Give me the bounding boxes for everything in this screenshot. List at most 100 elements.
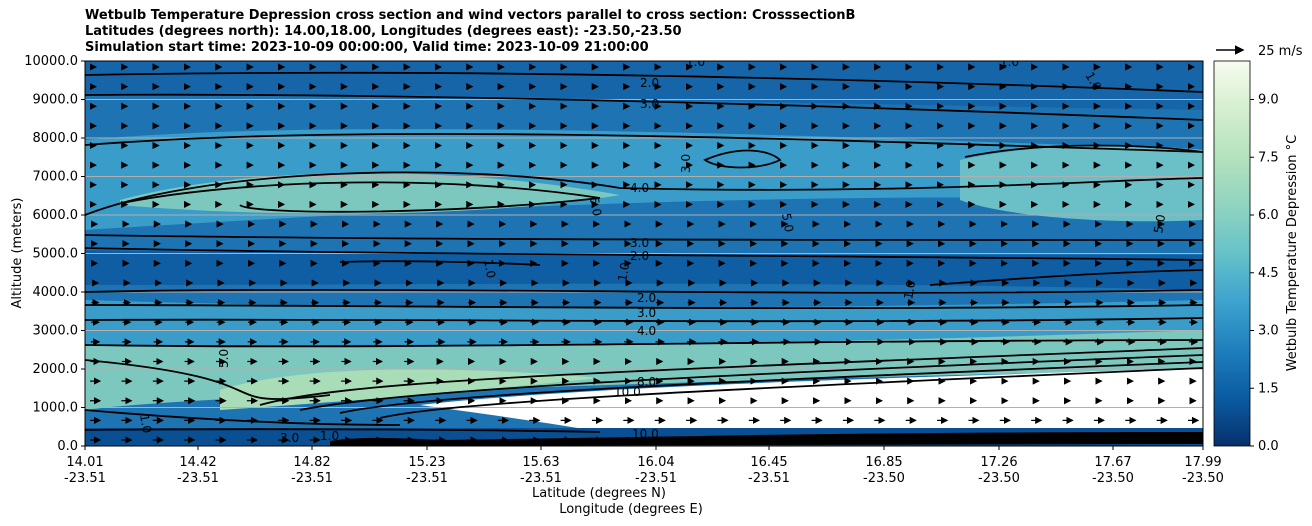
colorbar-label: Wetbulb Temperature Depression °C — [1285, 135, 1300, 372]
contour-line — [703, 149, 782, 169]
contour-label: 1.0 — [615, 261, 632, 282]
contour-label: 2.0 — [640, 76, 659, 90]
contour-line — [85, 247, 1203, 261]
contour-labels: 1.0 2.0 3.0 3.0 4.0 5.0 5.0 5.0 3.0 2.0 … — [137, 55, 1168, 445]
contour-label: 3.0 — [679, 154, 693, 173]
contour-label: 2.0 — [630, 249, 649, 263]
y-tick-label: 8000.0 — [33, 131, 79, 146]
contour-line — [85, 304, 1203, 310]
y-tick-label: 5000.0 — [33, 247, 79, 262]
y-tick-label: 9000.0 — [33, 93, 79, 108]
colorbar-tick-label: 9.0 — [1258, 93, 1279, 108]
quiver-key: 25 m/s — [1216, 44, 1303, 59]
contour-line — [85, 133, 1203, 153]
colorbar-ticks: 0.0 1.5 3.0 4.5 6.0 7.5 9.0 — [1250, 93, 1279, 454]
contour-label: 10.0 — [614, 385, 641, 399]
contour-line — [379, 367, 1203, 419]
contour-label: 3.0 — [640, 97, 659, 111]
plot-area: 1.0 2.0 3.0 3.0 4.0 5.0 5.0 5.0 3.0 2.0 … — [85, 55, 1203, 446]
contour-label: 5.0 — [1151, 213, 1168, 234]
x-tick-label-lon: -23.51 — [520, 471, 562, 486]
x-tick-label-lon: -23.51 — [64, 471, 106, 486]
field-band-low — [85, 250, 1203, 290]
contour-label: 3.0 — [630, 236, 649, 250]
wind-vectors — [89, 63, 1200, 444]
x-tick-label-lat: 14.42 — [179, 455, 216, 470]
contour-label: 1.0 — [481, 258, 498, 279]
x-tick-label-lat: 15.63 — [522, 455, 559, 470]
title-line-2: Latitudes (degrees north): 14.00,18.00, … — [85, 24, 682, 39]
quiver-key-label: 25 m/s — [1258, 44, 1303, 59]
x-tick-label-lat: 17.99 — [1184, 455, 1221, 470]
colorbar-gradient — [1213, 60, 1251, 447]
x-axis-label-secondary: Longitude (degrees E) — [559, 502, 703, 517]
field-band-right — [960, 145, 1203, 222]
x-tick-label-lon: -23.51 — [406, 471, 448, 486]
x-tick-label-lat: 16.85 — [865, 455, 902, 470]
contour-label: 4.0 — [630, 181, 649, 195]
colorbar-tick-label: 4.5 — [1258, 266, 1279, 281]
x-tick-label-lat: 14.01 — [66, 455, 103, 470]
contour-label: 1.0 — [1000, 55, 1019, 69]
contour-line — [121, 181, 601, 213]
contour-label: 3.0 — [280, 431, 299, 445]
y-tick-label: 3000.0 — [33, 324, 79, 339]
contour-label: 3.0 — [637, 306, 656, 320]
title-line-1: Wetbulb Temperature Depression cross sec… — [85, 8, 856, 23]
contour-line — [929, 269, 1203, 286]
x-tick-label-lon: -23.50 — [1092, 471, 1134, 486]
x-tick-label-lon: -23.50 — [978, 471, 1020, 486]
y-axis-label: Altitude (meters) — [10, 198, 25, 309]
contour-line — [339, 361, 1203, 414]
colorbar-tick-label: 1.5 — [1258, 381, 1279, 396]
y-tick-label: 2000.0 — [33, 362, 79, 377]
y-tick-label: 0.0 — [57, 439, 78, 454]
contour-label: 5.0 — [587, 196, 604, 217]
x-tick-label-lon: -23.50 — [863, 471, 905, 486]
x-axis: 14.01-23.5114.42-23.5114.82-23.5115.23-2… — [64, 446, 1224, 486]
contour-line — [85, 71, 1203, 93]
contour-lines — [85, 71, 1203, 433]
colorbar-tick-label: 6.0 — [1258, 208, 1279, 223]
x-tick-label-lat: 17.26 — [980, 455, 1017, 470]
contour-line — [85, 317, 1203, 323]
x-tick-label-lat: 15.23 — [408, 455, 445, 470]
title-line-3: Simulation start time: 2023-10-09 00:00:… — [85, 40, 649, 55]
surface-contour-band — [330, 432, 1203, 446]
contour-label: 1.0 — [137, 413, 154, 434]
colorbar: 0.0 1.5 3.0 4.5 6.0 7.5 9.0 Wetbulb Temperatur… — [1213, 60, 1300, 454]
contour-line — [85, 93, 1203, 121]
y-tick-label: 6000.0 — [33, 208, 79, 223]
y-axis: 0.0 1000.0 2000.0 3000.0 4000.0 5000.0 6000.0 7… — [24, 54, 85, 454]
y-tick-label: 10000.0 — [24, 54, 78, 69]
colorbar-tick-label: 7.5 — [1258, 150, 1279, 165]
contour-label: 1.0 — [320, 429, 339, 443]
y-tick-label: 7000.0 — [33, 170, 79, 185]
contour-line — [85, 409, 401, 426]
contour-label: 1.0 — [686, 55, 705, 69]
x-tick-label-lat: 14.82 — [293, 455, 330, 470]
x-tick-label-lon: -23.51 — [291, 471, 333, 486]
contour-label: 2.0 — [637, 291, 656, 305]
chart-title: Wetbulb Temperature Depression cross sec… — [85, 8, 855, 56]
contour-label: 5.0 — [779, 212, 796, 233]
contour-line — [85, 339, 1203, 348]
contour-label: 10.0 — [632, 427, 659, 441]
colorbar-tick-label: 0.0 — [1258, 439, 1279, 454]
x-tick-label-lat: 16.04 — [637, 455, 674, 470]
field-band-mid — [120, 173, 620, 214]
contour-label: 8.0 — [637, 375, 656, 389]
y-tick-label: 4000.0 — [33, 285, 79, 300]
x-tick-label-lon: -23.51 — [748, 471, 790, 486]
x-tick-label-lat: 17.67 — [1094, 455, 1131, 470]
colorbar-tick-label: 3.0 — [1258, 324, 1279, 339]
x-tick-label-lon: -23.51 — [635, 471, 677, 486]
y-tick-label: 1000.0 — [33, 401, 79, 416]
x-tick-label-lat: 16.45 — [750, 455, 787, 470]
x-tick-label-lon: -23.51 — [177, 471, 219, 486]
contour-line — [259, 347, 1203, 406]
contour-line — [85, 428, 601, 433]
contour-line — [85, 234, 1203, 241]
x-tick-label-lon: -23.50 — [1182, 471, 1224, 486]
